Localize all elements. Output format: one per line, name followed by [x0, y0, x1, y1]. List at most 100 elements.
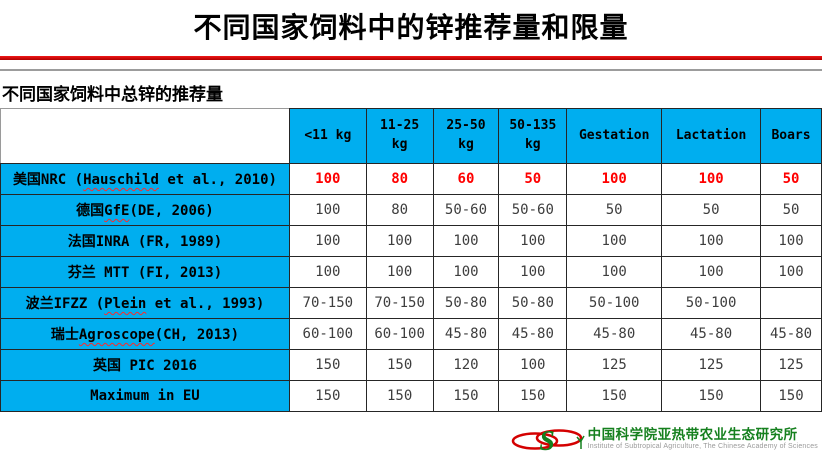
- org-name-cn: 中国科学院亚热带农业生态研究所: [587, 427, 798, 443]
- value-cell: 150: [288, 380, 367, 412]
- value-cell: 50-100: [661, 287, 762, 319]
- value-cell: [760, 287, 822, 319]
- column-header: 50-135 kg: [498, 108, 568, 164]
- column-header: 11-25 kg: [365, 108, 434, 164]
- value-cell: 100: [432, 225, 500, 257]
- value-cell: 100: [288, 256, 367, 288]
- column-header: <11 kg: [288, 108, 367, 164]
- value-cell: 80: [365, 163, 434, 195]
- misspelled-word: GfE: [104, 203, 130, 219]
- row-label-text: 法国INRA (FR, 1989): [67, 234, 223, 250]
- org-logo-emblem-icon: S: [511, 426, 585, 453]
- value-cell: 100: [288, 194, 367, 226]
- value-cell: 150: [288, 349, 367, 381]
- table-caption: 不同国家饲料中总锌的推荐量: [2, 85, 223, 104]
- value-cell: 100: [498, 256, 568, 288]
- value-cell: 100: [288, 225, 367, 257]
- value-cell: 50: [566, 194, 663, 226]
- value-cell: 150: [432, 380, 500, 412]
- table-row: 芬兰 MTT (FI, 2013) 100 100 100 100 100 100 100: [0, 256, 822, 288]
- slide-title: 不同国家饲料中的锌推荐量和限量: [193, 12, 629, 43]
- value-cell: 50-60: [498, 194, 568, 226]
- svg-text:S: S: [539, 426, 555, 453]
- column-header: 25-50 kg: [432, 108, 500, 164]
- value-cell: 120: [432, 349, 500, 381]
- value-cell: 100: [566, 225, 663, 257]
- table-row: Maximum in EU 150 150 150 150 150 150 150: [0, 380, 822, 412]
- value-cell: 50: [498, 163, 568, 195]
- row-header: 芬兰 MTT (FI, 2013): [0, 256, 290, 288]
- value-cell: 70-150: [365, 287, 434, 319]
- value-cell: 45-80: [566, 318, 663, 350]
- misspelled-word: Agroscope: [78, 327, 155, 343]
- value-cell: 45-80: [661, 318, 762, 350]
- value-cell: 80: [365, 194, 434, 226]
- value-cell: 45-80: [760, 318, 822, 350]
- value-cell: 100: [760, 256, 822, 288]
- row-label-text: 英国 PIC 2016: [93, 358, 197, 374]
- row-header: 英国 PIC 2016: [0, 349, 290, 381]
- row-label-text: Maximum in EU: [90, 388, 200, 404]
- row-label-text: (DE, 2006): [129, 203, 214, 219]
- column-header: Boars: [760, 108, 822, 164]
- value-cell: 50-80: [432, 287, 500, 319]
- row-header: 波兰IFZZ (Plein et al., 1993): [0, 287, 290, 319]
- misspelled-word: Hauschild: [83, 172, 159, 188]
- value-cell: 50: [760, 163, 822, 195]
- value-cell: 125: [661, 349, 762, 381]
- row-header: Maximum in EU: [0, 380, 290, 412]
- value-cell: 60-100: [365, 318, 434, 350]
- row-label-text: 美国NRC (: [12, 172, 84, 188]
- column-header: Gestation: [566, 108, 663, 164]
- value-cell: 100: [566, 163, 663, 195]
- value-cell: 100: [760, 225, 822, 257]
- row-label-text: 芬兰 MTT (FI, 2013): [67, 265, 223, 281]
- row-header: 德国GfE(DE, 2006): [0, 194, 290, 226]
- table-row: 瑞士Agroscope(CH, 2013) 60-100 60-100 45-80 45…: [0, 318, 822, 350]
- table-row: 法国INRA (FR, 1989) 100 100 100 100 100 100 100: [0, 225, 822, 257]
- value-cell: 100: [566, 256, 663, 288]
- table-row: 德国GfE(DE, 2006) 100 80 50-60 50-60 50 50 50: [0, 194, 822, 226]
- value-cell: 100: [288, 163, 367, 195]
- row-header: 美国NRC (Hauschild et al., 2010): [0, 163, 290, 195]
- title-divider-red: [0, 56, 822, 60]
- org-logo: S 中国科学院亚热带农业生态研究所 Institute of Subtropic…: [511, 425, 818, 453]
- value-cell: 100: [498, 349, 568, 381]
- value-cell: 125: [760, 349, 822, 381]
- value-cell: 60-100: [288, 318, 367, 350]
- column-header: Lactation: [661, 108, 762, 164]
- row-label-text: (CH, 2013): [154, 327, 240, 343]
- row-label-text: 德国: [76, 203, 105, 219]
- value-cell: 100: [661, 225, 762, 257]
- value-cell: 150: [365, 380, 434, 412]
- value-cell: 100: [661, 163, 762, 195]
- value-cell: 100: [661, 256, 762, 288]
- misspelled-word: Plein: [104, 296, 147, 312]
- row-header: 法国INRA (FR, 1989): [0, 225, 290, 257]
- table-row: 美国NRC (Hauschild et al., 2010) 100 80 60 50 1…: [0, 163, 822, 195]
- table-row: 波兰IFZZ (Plein et al., 1993) 70-150 70-150 5…: [0, 287, 822, 319]
- value-cell: 125: [566, 349, 663, 381]
- value-cell: 50: [661, 194, 762, 226]
- value-cell: 45-80: [498, 318, 568, 350]
- table-corner-cell: [0, 108, 290, 164]
- value-cell: 150: [760, 380, 822, 412]
- value-cell: 100: [365, 225, 434, 257]
- value-cell: 50: [760, 194, 822, 226]
- value-cell: 70-150: [288, 287, 367, 319]
- value-cell: 100: [498, 225, 568, 257]
- value-cell: 60: [432, 163, 500, 195]
- value-cell: 50-100: [566, 287, 663, 319]
- value-cell: 45-80: [432, 318, 500, 350]
- value-cell: 100: [432, 256, 500, 288]
- zinc-table: <11 kg 11-25 kg 25-50 kg 50-135 kg Gestation…: [0, 108, 822, 412]
- value-cell: 150: [498, 380, 568, 412]
- org-name-en: Institute of Subtropical Agriculture, Th…: [587, 442, 818, 450]
- value-cell: 50-80: [498, 287, 568, 319]
- row-label-text: 瑞士: [50, 327, 79, 343]
- value-cell: 150: [566, 380, 663, 412]
- row-header: 瑞士Agroscope(CH, 2013): [0, 318, 290, 350]
- value-cell: 50-60: [432, 194, 500, 226]
- header-row: <11 kg 11-25 kg 25-50 kg 50-135 kg Gestation…: [0, 108, 822, 164]
- value-cell: 100: [365, 256, 434, 288]
